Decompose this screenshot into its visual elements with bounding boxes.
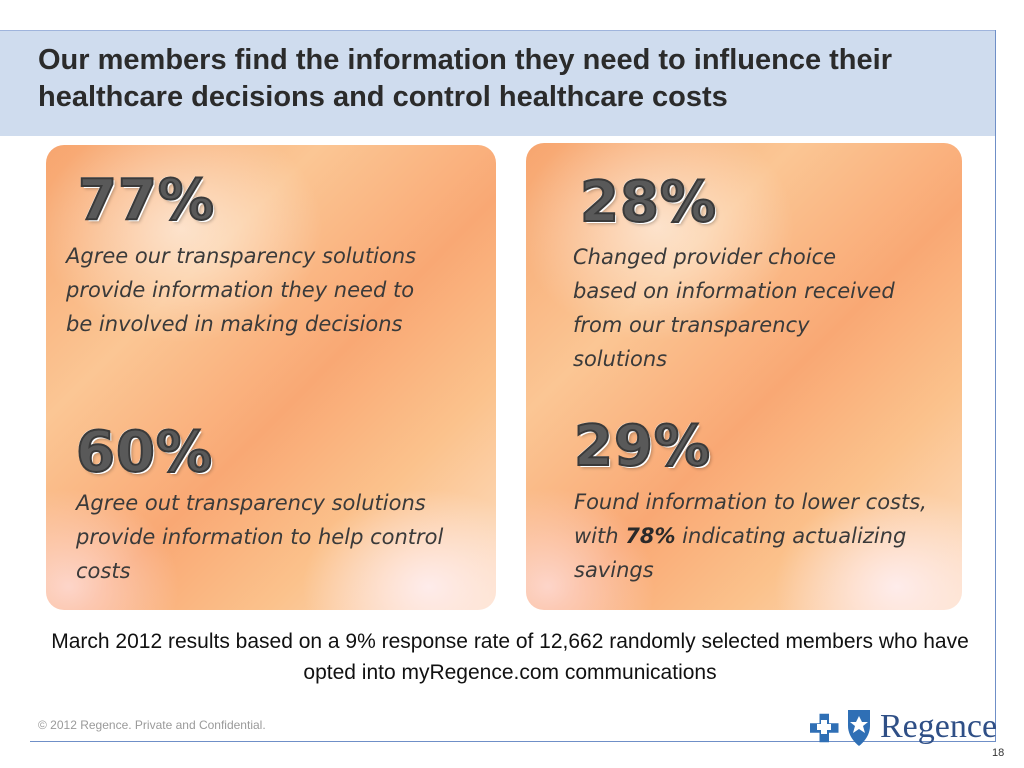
bottom-divider xyxy=(30,741,996,742)
stats-card-right: 28% Changed provider choice based on inf… xyxy=(526,143,962,610)
blue-cross-icon xyxy=(810,713,839,743)
regence-logo-icons xyxy=(810,710,870,746)
slide-title: Our members find the information they ne… xyxy=(38,44,892,113)
stats-card-left: 77% Agree our transparency solutions pro… xyxy=(46,145,496,610)
stat-description-77: Agree our transparency solutions provide… xyxy=(66,244,417,336)
survey-footnote: March 2012 results based on a 9% respons… xyxy=(51,630,969,684)
blue-shield-icon xyxy=(848,710,870,746)
stat-description-29-end: indicating actualizing savings xyxy=(574,524,907,582)
stat-value-60: 60% xyxy=(75,420,214,485)
page-number: 18 xyxy=(992,747,1005,759)
stat-description-29: Found information to lower costs, with 7… xyxy=(574,485,944,587)
right-divider xyxy=(995,30,996,742)
title-band xyxy=(0,30,996,136)
stat-description-29-start: Found information to lower costs, with xyxy=(574,490,927,548)
copyright-notice: © 2012 Regence. Private and Confidential… xyxy=(38,718,266,732)
savings-percentage: 78% xyxy=(625,524,676,548)
stat-value-77: 77% xyxy=(77,168,216,233)
stat-description-60: Agree out transparency solutions provide… xyxy=(76,491,444,583)
regence-brand-name: Regence xyxy=(880,708,998,745)
top-divider xyxy=(0,30,996,31)
stat-description-28: Changed provider choice based on informa… xyxy=(573,245,895,371)
stat-value-28: 28% xyxy=(579,170,718,235)
stat-value-29: 29% xyxy=(573,414,712,479)
